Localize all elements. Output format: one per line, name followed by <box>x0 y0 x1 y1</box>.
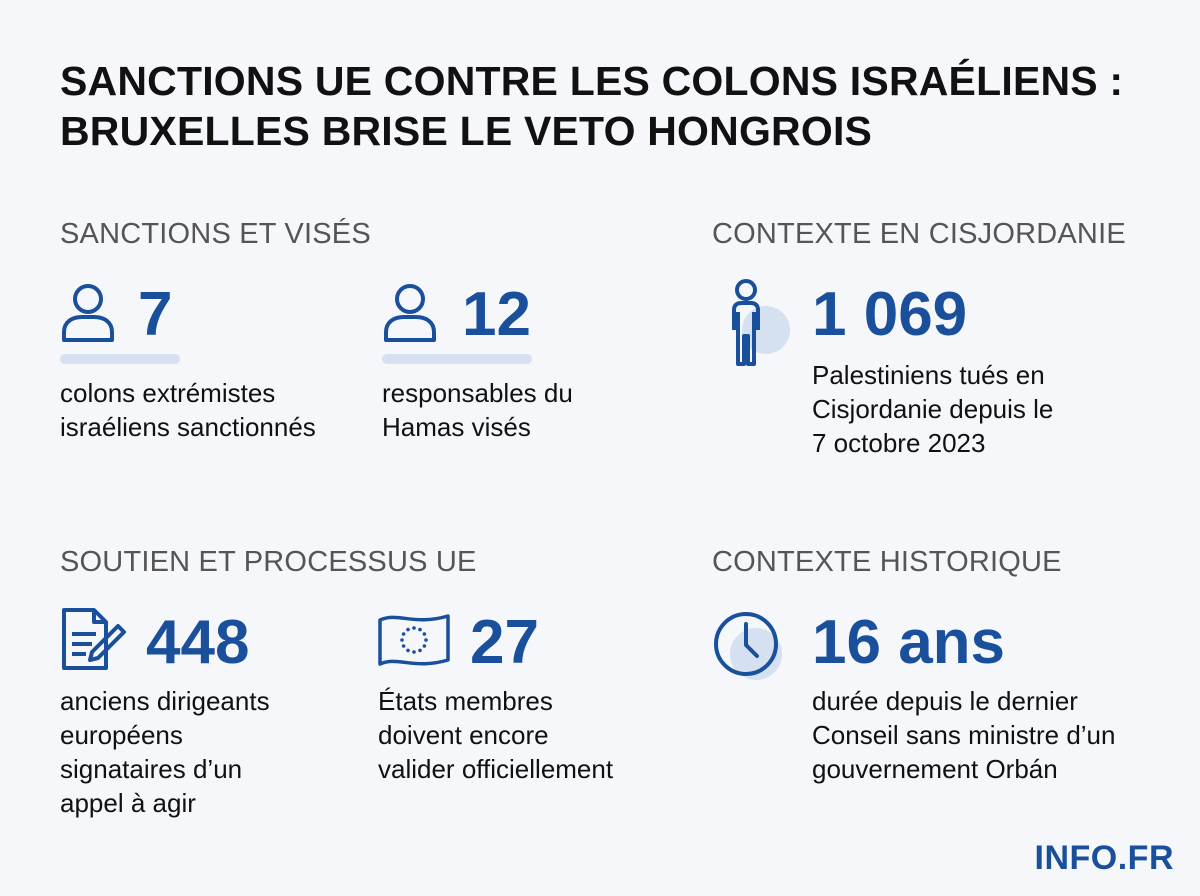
stat-desc-hamas: responsables du Hamas visés <box>382 376 573 444</box>
stat-underline <box>382 354 532 364</box>
page-title-line2: BRUXELLES BRISE LE VETO HONGROIS <box>60 108 873 154</box>
stat-desc-colons: colons extrémistes israéliens sanctionné… <box>60 376 316 444</box>
stat-desc-tues: Palestiniens tués en Cisjordanie depuis … <box>812 358 1053 460</box>
person-icon <box>62 284 114 342</box>
stat-value-duree: 16 ans <box>812 608 1006 677</box>
eu-star-icon <box>418 627 422 632</box>
desc-line: gouvernement Orbán <box>812 754 1058 784</box>
stat-value-colons: 7 <box>138 280 173 349</box>
section-heading-cisjordanie: CONTEXTE EN CISJORDANIE <box>712 218 1126 250</box>
desc-line: européens <box>60 720 183 750</box>
eu-flag-icon <box>378 614 450 666</box>
desc-line: valider officiellement <box>378 754 614 784</box>
desc-line: anciens dirigeants <box>60 686 270 716</box>
eu-star-icon <box>422 644 427 648</box>
standing-person-icon <box>732 279 790 366</box>
eu-star-icon <box>401 632 406 636</box>
brand-logo: INFO.FR <box>1034 839 1174 877</box>
desc-line: appel à agir <box>60 788 196 818</box>
page-title: SANCTIONS UE CONTRE LES COLONS ISRAÉLIEN… <box>60 56 1160 156</box>
eu-star-icon <box>401 644 406 648</box>
desc-line: durée depuis le dernier <box>812 686 1078 716</box>
eu-star-icon <box>412 626 416 630</box>
eu-star-icon <box>418 648 422 653</box>
desc-line: Conseil sans ministre d’un <box>812 720 1116 750</box>
desc-line: Cisjordanie depuis le <box>812 394 1054 424</box>
stat-value-dirigeants: 448 <box>146 608 250 677</box>
eu-star-icon <box>412 650 416 654</box>
desc-line: Palestiniens tués en <box>812 360 1045 390</box>
stat-desc-duree: durée depuis le dernier Conseil sans min… <box>812 684 1115 786</box>
clock-icon <box>714 612 782 680</box>
page-title-line1: SANCTIONS UE CONTRE LES COLONS ISRAÉLIEN… <box>60 58 1124 104</box>
stat-underline <box>60 354 180 364</box>
section-heading-sanctions: SANCTIONS ET VISÉS <box>60 218 371 250</box>
desc-line: israéliens sanctionnés <box>60 412 316 442</box>
stat-desc-etats: États membres doivent encore valider off… <box>378 684 613 786</box>
section-heading-historique: CONTEXTE HISTORIQUE <box>712 546 1062 578</box>
section-heading-soutien: SOUTIEN ET PROCESSUS UE <box>60 546 477 578</box>
eu-star-icon <box>406 627 410 632</box>
desc-line: Hamas visés <box>382 412 531 442</box>
document-pen-icon <box>62 608 126 670</box>
stat-value-hamas: 12 <box>462 280 531 349</box>
stat-desc-dirigeants: anciens dirigeants européens signataires… <box>60 684 270 820</box>
desc-line: 7 octobre 2023 <box>812 428 986 458</box>
eu-star-icon <box>422 632 427 636</box>
desc-line: responsables du <box>382 378 573 408</box>
desc-line: colons extrémistes <box>60 378 276 408</box>
eu-star-icon <box>406 648 410 653</box>
stat-value-tues: 1 069 <box>812 280 968 349</box>
desc-line: doivent encore <box>378 720 549 750</box>
person-icon <box>384 284 436 342</box>
desc-line: États membres <box>378 686 553 716</box>
eu-star-icon <box>424 638 428 642</box>
desc-line: signataires d’un <box>60 754 243 784</box>
stat-value-etats: 27 <box>470 608 539 677</box>
eu-star-icon <box>400 638 404 642</box>
